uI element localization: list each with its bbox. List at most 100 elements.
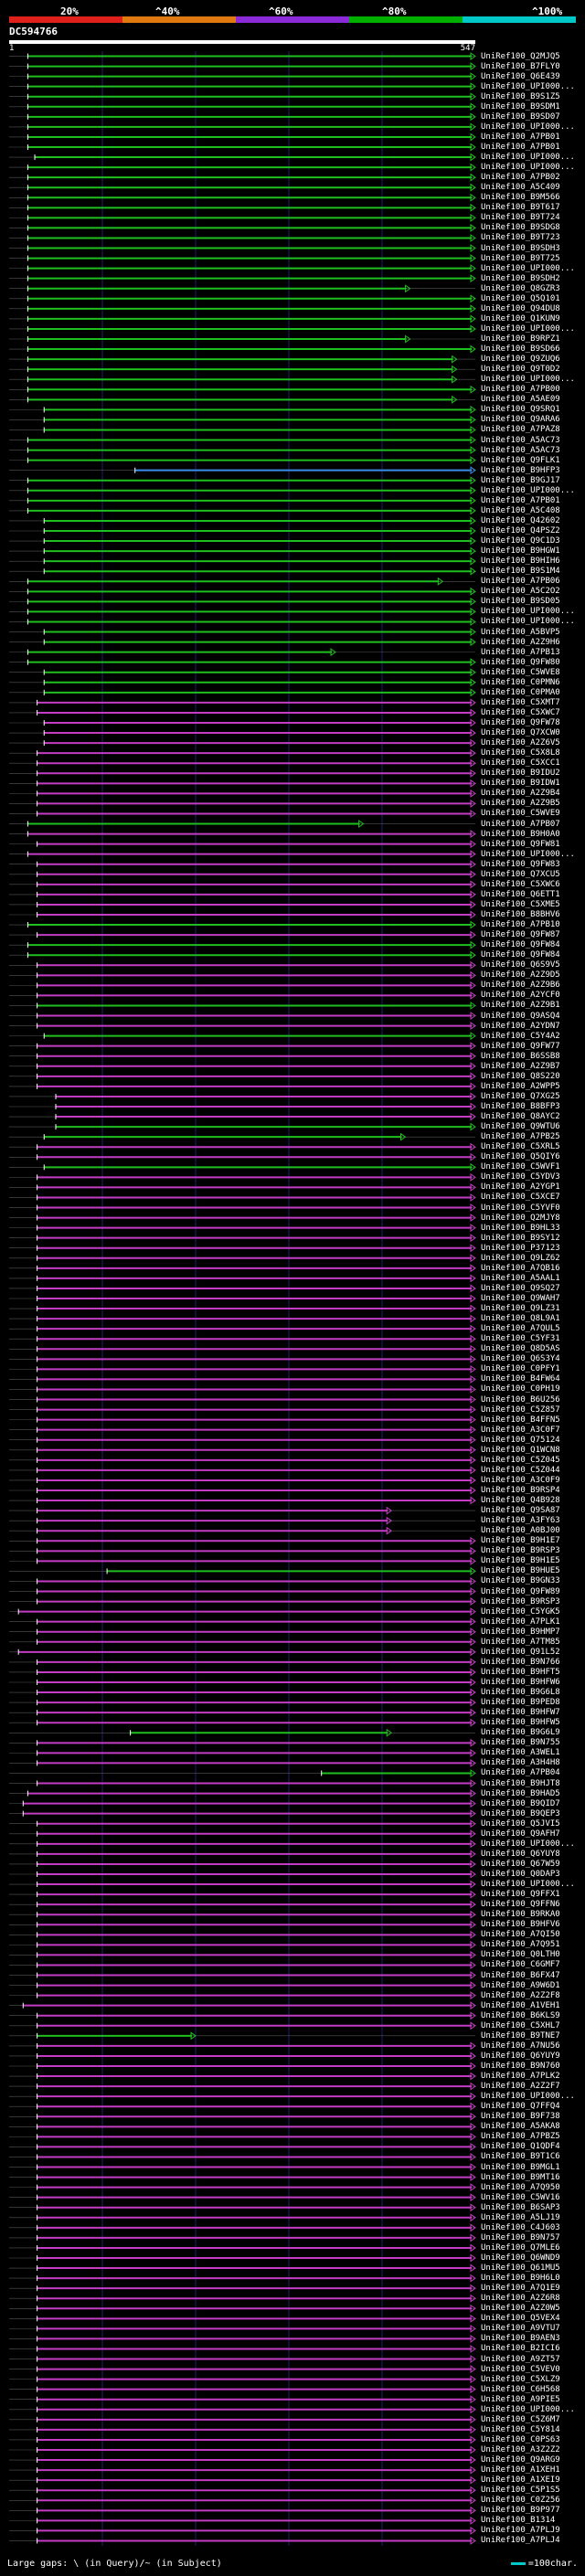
hit-label[interactable]: UniRef100_C6GMF7 bbox=[481, 1960, 560, 1970]
hit-label[interactable]: UniRef100_Q6YUY8 bbox=[481, 1849, 560, 1859]
hit-label[interactable]: UniRef100_UPI000... bbox=[481, 263, 575, 273]
hit-label[interactable]: UniRef100_C5X8L8 bbox=[481, 748, 560, 758]
hit-label[interactable]: UniRef100_UPI000... bbox=[481, 2092, 575, 2102]
hit-label[interactable]: UniRef100_B9RPZ1 bbox=[481, 334, 560, 344]
hit-label[interactable]: UniRef100_B9RSP3 bbox=[481, 1596, 560, 1606]
hit-label[interactable]: UniRef100_B9HAD5 bbox=[481, 1788, 560, 1798]
hit-label[interactable]: UniRef100_C5Z044 bbox=[481, 1465, 560, 1475]
hit-label[interactable]: UniRef100_B9N757 bbox=[481, 2232, 560, 2242]
hit-label[interactable]: UniRef100_C0Z256 bbox=[481, 2496, 560, 2506]
hit-label[interactable]: UniRef100_B9IDW1 bbox=[481, 779, 560, 789]
hit-label[interactable]: UniRef100_Q5VEX4 bbox=[481, 2314, 560, 2324]
hit-label[interactable]: UniRef100_B9HGW1 bbox=[481, 546, 560, 557]
hit-label[interactable]: UniRef100_C4J603 bbox=[481, 2222, 560, 2232]
hit-label[interactable]: UniRef100_Q6WND9 bbox=[481, 2253, 560, 2263]
hit-label[interactable]: UniRef100_UPI000... bbox=[481, 1880, 575, 1890]
hit-label[interactable]: UniRef100_C5WV16 bbox=[481, 2192, 560, 2202]
hit-label[interactable]: UniRef100_Q9ZUQ6 bbox=[481, 355, 560, 365]
hit-label[interactable]: UniRef100_Q9WAH7 bbox=[481, 1294, 560, 1303]
hit-label[interactable]: UniRef100_A7QB16 bbox=[481, 1263, 560, 1273]
hit-label[interactable]: UniRef100_B9QEP3 bbox=[481, 1808, 560, 1818]
hit-label[interactable]: UniRef100_A2YCF0 bbox=[481, 991, 560, 1001]
hit-label[interactable]: UniRef100_Q8L9A1 bbox=[481, 1314, 560, 1324]
hit-label[interactable]: UniRef100_B9N766 bbox=[481, 1657, 560, 1667]
hit-label[interactable]: UniRef100_C5WVE8 bbox=[481, 667, 560, 677]
hit-label[interactable]: UniRef100_A7Q950 bbox=[481, 2182, 560, 2192]
hit-label[interactable]: UniRef100_A7QUL5 bbox=[481, 1324, 560, 1334]
hit-label[interactable]: UniRef100_B9IDU2 bbox=[481, 769, 560, 779]
hit-label[interactable]: UniRef100_Q9FLK1 bbox=[481, 455, 560, 465]
hit-label[interactable]: UniRef100_Q7FFQ4 bbox=[481, 2102, 560, 2112]
hit-label[interactable]: UniRef100_Q9FW80 bbox=[481, 657, 560, 667]
hit-label[interactable]: UniRef100_A7PB25 bbox=[481, 1132, 560, 1142]
hit-label[interactable]: UniRef100_B9T724 bbox=[481, 213, 560, 223]
hit-label[interactable]: UniRef100_B9HL33 bbox=[481, 1223, 560, 1233]
hit-label[interactable]: UniRef100_B9SD07 bbox=[481, 111, 560, 122]
hit-label[interactable]: UniRef100_C5WVE9 bbox=[481, 809, 560, 819]
hit-label[interactable]: UniRef100_A5AC73 bbox=[481, 435, 560, 445]
hit-label[interactable]: UniRef100_UPI000... bbox=[481, 617, 575, 627]
hit-label[interactable]: UniRef100_A2WPP5 bbox=[481, 1081, 560, 1091]
hit-label[interactable]: UniRef100_C5XWC7 bbox=[481, 707, 560, 717]
hit-label[interactable]: UniRef100_A7PB01 bbox=[481, 132, 560, 142]
hit-label[interactable]: UniRef100_A5AE09 bbox=[481, 395, 560, 405]
hit-label[interactable]: UniRef100_Q2MJQ5 bbox=[481, 51, 560, 61]
hit-label[interactable]: UniRef100_Q9C1D3 bbox=[481, 536, 560, 546]
hit-label[interactable]: UniRef100_Q7XG25 bbox=[481, 1091, 560, 1101]
hit-label[interactable]: UniRef100_B9F738 bbox=[481, 2112, 560, 2122]
hit-label[interactable]: UniRef100_A9PIE5 bbox=[481, 2394, 560, 2404]
hit-label[interactable]: UniRef100_C5YF31 bbox=[481, 1334, 560, 1344]
hit-label[interactable]: UniRef100_Q9T0D2 bbox=[481, 365, 560, 375]
hit-label[interactable]: UniRef100_A5LJ19 bbox=[481, 2212, 560, 2222]
hit-label[interactable]: UniRef100_Q91L52 bbox=[481, 1647, 560, 1657]
hit-label[interactable]: UniRef100_C5XHL7 bbox=[481, 2020, 560, 2030]
hit-label[interactable]: UniRef100_Q2MJY8 bbox=[481, 1213, 560, 1223]
hit-label[interactable]: UniRef100_B4FW64 bbox=[481, 1374, 560, 1384]
hit-label[interactable]: UniRef100_A9ZT57 bbox=[481, 2354, 560, 2364]
hit-label[interactable]: UniRef100_A9VTU7 bbox=[481, 2324, 560, 2334]
hit-label[interactable]: UniRef100_A7PLK2 bbox=[481, 2072, 560, 2082]
hit-label[interactable]: UniRef100_A1VEH1 bbox=[481, 2000, 560, 2010]
hit-label[interactable]: UniRef100_C5Y814 bbox=[481, 2424, 560, 2434]
hit-label[interactable]: UniRef100_B9H1E7 bbox=[481, 1536, 560, 1546]
hit-label[interactable]: UniRef100_A1XEI9 bbox=[481, 2475, 560, 2486]
hit-label[interactable]: UniRef100_B9RKA0 bbox=[481, 1910, 560, 1920]
hit-label[interactable]: UniRef100_Q5Q101 bbox=[481, 293, 560, 303]
hit-label[interactable]: UniRef100_A5C2O2 bbox=[481, 587, 560, 597]
hit-label[interactable]: UniRef100_B9H6L0 bbox=[481, 2274, 560, 2284]
hit-label[interactable]: UniRef100_B9M566 bbox=[481, 193, 560, 203]
hit-label[interactable]: UniRef100_A7PB10 bbox=[481, 920, 560, 930]
hit-label[interactable]: UniRef100_Q6S3Y4 bbox=[481, 1354, 560, 1364]
hit-label[interactable]: UniRef100_Q75124 bbox=[481, 1435, 560, 1445]
hit-label[interactable]: UniRef100_B9SDG8 bbox=[481, 223, 560, 233]
hit-label[interactable]: UniRef100_A5AKA8 bbox=[481, 2122, 560, 2132]
hit-label[interactable]: UniRef100_Q9LZ31 bbox=[481, 1304, 560, 1314]
hit-label[interactable]: UniRef100_UPI000... bbox=[481, 375, 575, 385]
hit-label[interactable]: UniRef100_A7Q1E9 bbox=[481, 2284, 560, 2294]
hit-label[interactable]: UniRef100_C0PS63 bbox=[481, 2434, 560, 2444]
hit-label[interactable]: UniRef100_C0PMA0 bbox=[481, 687, 560, 697]
hit-label[interactable]: UniRef100_A7TM85 bbox=[481, 1637, 560, 1647]
hit-label[interactable]: UniRef100_Q9SRQ1 bbox=[481, 405, 560, 415]
hit-label[interactable]: UniRef100_UPI000... bbox=[481, 2404, 575, 2414]
hit-label[interactable]: UniRef100_Q1QDF4 bbox=[481, 2142, 560, 2152]
hit-label[interactable]: UniRef100_Q9FW87 bbox=[481, 930, 560, 940]
hit-label[interactable]: UniRef100_C6H568 bbox=[481, 2384, 560, 2394]
hit-label[interactable]: UniRef100_B8BHV6 bbox=[481, 910, 560, 919]
hit-label[interactable]: UniRef100_B9HFW6 bbox=[481, 1678, 560, 1687]
hit-label[interactable]: UniRef100_Q0LTH0 bbox=[481, 1950, 560, 1960]
hit-label[interactable]: UniRef100_UPI000... bbox=[481, 485, 575, 495]
hit-label[interactable]: UniRef100_Q9FW81 bbox=[481, 839, 560, 849]
hit-label[interactable]: UniRef100_A3WEL1 bbox=[481, 1748, 560, 1758]
hit-label[interactable]: UniRef100_A1XEH1 bbox=[481, 2465, 560, 2475]
hit-label[interactable]: UniRef100_Q94DU8 bbox=[481, 303, 560, 313]
hit-label[interactable]: UniRef100_C5XCE7 bbox=[481, 1193, 560, 1203]
hit-label[interactable]: UniRef100_A5AAL1 bbox=[481, 1273, 560, 1283]
hit-label[interactable]: UniRef100_C0PH19 bbox=[481, 1384, 560, 1394]
hit-label[interactable]: UniRef100_A2Z9B5 bbox=[481, 799, 560, 809]
hit-label[interactable]: UniRef100_A2Z9H6 bbox=[481, 637, 560, 647]
hit-label[interactable]: UniRef100_B9S1Z5 bbox=[481, 91, 560, 101]
hit-label[interactable]: UniRef100_Q4B928 bbox=[481, 1496, 560, 1506]
hit-label[interactable]: UniRef100_Q7XCW0 bbox=[481, 728, 560, 738]
hit-label[interactable]: UniRef100_B6U256 bbox=[481, 1394, 560, 1405]
